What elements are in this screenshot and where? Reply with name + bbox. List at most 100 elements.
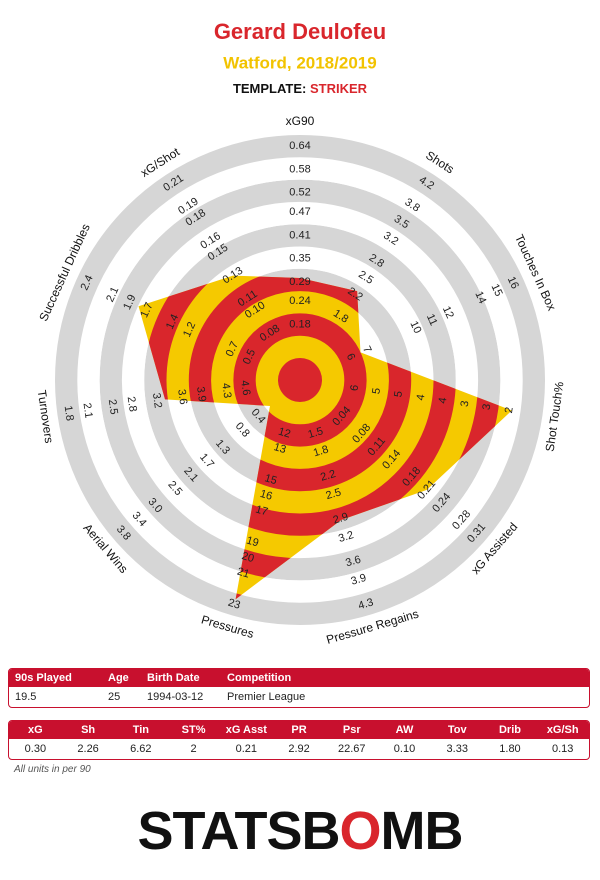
header-cell: xG — [28, 724, 43, 736]
header-cell: Psr — [342, 724, 361, 736]
tick-label: 21 — [236, 566, 251, 581]
table-cell: 22.67 — [338, 743, 366, 755]
table-cell: 2.92 — [288, 743, 310, 755]
table-row: 0.30 2.26 6.62 2 0.21 2.92 22.67 0.10 3.33 1.80 0.… — [9, 739, 589, 759]
header-cell: Tin — [132, 724, 149, 736]
table-cell: 25 — [108, 691, 121, 703]
tick-label: 1.2 — [181, 320, 198, 339]
header-cell: Drib — [498, 724, 521, 736]
tick-label: 0.52 — [289, 187, 310, 199]
header-cell: Tov — [447, 724, 467, 736]
tick-label: 6 — [348, 384, 361, 392]
tick-label: 13 — [272, 441, 287, 456]
band — [188, 275, 412, 492]
tick-label: 2.5 — [325, 486, 343, 502]
header-cell: Age — [108, 672, 129, 684]
tick-label: 15 — [489, 282, 505, 298]
table-cell: 0.13 — [552, 743, 574, 755]
table-cell: 6.62 — [130, 743, 152, 755]
table-cell: 0.10 — [393, 743, 416, 755]
header-cell: AW — [395, 724, 414, 736]
tick-label: 23 — [227, 597, 242, 612]
axis-label: xG90 — [286, 114, 315, 128]
tick-label: 0.7 — [224, 340, 241, 359]
tick-label: 3.2 — [337, 529, 355, 545]
tick-label: 2.1 — [104, 285, 121, 304]
tick-label: 3.6 — [344, 554, 362, 570]
tick-label: 11 — [424, 312, 440, 327]
tick-label: 17 — [254, 503, 269, 518]
table-cell: 0.21 — [235, 743, 258, 755]
tick-label: 3.9 — [194, 386, 208, 403]
tick-label: 2.4 — [79, 273, 96, 292]
tick-label: 1.4 — [164, 312, 181, 331]
tick-label: 1.8 — [62, 405, 76, 422]
axis-label: Turnovers — [35, 389, 56, 444]
table-cell: 19.5 — [15, 691, 37, 703]
table-cell: 0.30 — [24, 743, 47, 755]
tick-label: 4.3 — [219, 382, 233, 399]
band — [278, 358, 322, 402]
tick-label: 2.2 — [319, 468, 337, 484]
tick-label: 10 — [407, 319, 423, 335]
logo: STATSBOMB — [0, 800, 600, 862]
info-table: 90s Played Age Birth Date Competition 19.5 25… — [8, 668, 590, 708]
tick-label: 16 — [505, 275, 521, 291]
tick-label: 5 — [370, 387, 383, 395]
tick-label: 12 — [440, 304, 456, 320]
logo-text: MB — [380, 801, 464, 861]
table-row: 19.5 25 1994-03-12 Premier League — [9, 687, 589, 707]
tick-label: 2.1 — [81, 402, 95, 419]
tick-label: 1.7 — [138, 301, 155, 320]
tick-label: 2 — [503, 406, 516, 414]
logo-mark: O — [339, 801, 381, 861]
table-header: xG Sh Tin ST% xG Asst PR Psr AW Tov Drib xG/Sh — [9, 721, 589, 739]
tick-label: 0.24 — [289, 295, 310, 307]
tick-label: 3.6 — [175, 389, 189, 406]
tick-label: 4.3 — [357, 596, 375, 612]
tick-label: 0.5 — [241, 347, 258, 366]
ring — [99, 179, 501, 581]
tick-label: 2.5 — [106, 398, 120, 415]
stats-table: xG Sh Tin ST% xG Asst PR Psr AW Tov Drib xG/Sh 0.30… — [8, 720, 590, 760]
table-cell: 2 — [190, 743, 197, 755]
ring — [54, 134, 546, 626]
table-header: 90s Played Age Birth Date Competition — [9, 669, 589, 687]
tick-label: 4 — [437, 397, 450, 405]
tick-label: 0.58 — [289, 163, 310, 175]
table-cell: 1.80 — [499, 743, 521, 755]
tick-label: 1.9 — [121, 293, 138, 312]
tick-label: 4.6 — [238, 379, 252, 396]
header-cell: Competition — [227, 672, 292, 684]
band — [233, 313, 367, 447]
footnote: All units in per 90 — [14, 764, 91, 775]
logo-text: STATSB — [137, 801, 341, 861]
tick-label: 0.47 — [289, 206, 310, 218]
template-label: TEMPLATE: — [233, 81, 306, 96]
radar-chart: Gerard Deulofeu Watford, 2018/2019 TEMPL… — [35, 19, 567, 647]
tick-label: 12 — [277, 426, 292, 441]
header-cell: Birth Date — [147, 672, 200, 684]
tick-label: 0.18 — [289, 318, 310, 330]
tick-label: 3.9 — [350, 572, 368, 588]
tick-label: 1.8 — [312, 444, 330, 460]
ring — [77, 157, 523, 603]
tick-label: 4 — [415, 394, 428, 402]
template-value: STRIKER — [310, 81, 368, 96]
tick-label: 0.29 — [289, 276, 310, 288]
header-cell: Sh — [81, 724, 96, 736]
header-cell: 90s Played — [15, 672, 72, 684]
header-cell: xG Asst — [225, 724, 267, 736]
header-cell: xG/Sh — [546, 724, 579, 736]
chart-subtitle: Watford, 2018/2019 — [223, 53, 376, 72]
axis-label: Shot Touch% — [543, 380, 567, 452]
tick-label: 6 — [344, 352, 357, 363]
table-cell: 1994-03-12 — [147, 691, 204, 703]
tick-label: 0.35 — [289, 253, 310, 265]
tick-label: 14 — [472, 290, 488, 306]
tick-label: 16 — [259, 488, 274, 503]
tick-label: 19 — [245, 535, 260, 550]
tick-label: 0.64 — [289, 140, 310, 152]
template: TEMPLATE: STRIKER — [233, 81, 368, 96]
